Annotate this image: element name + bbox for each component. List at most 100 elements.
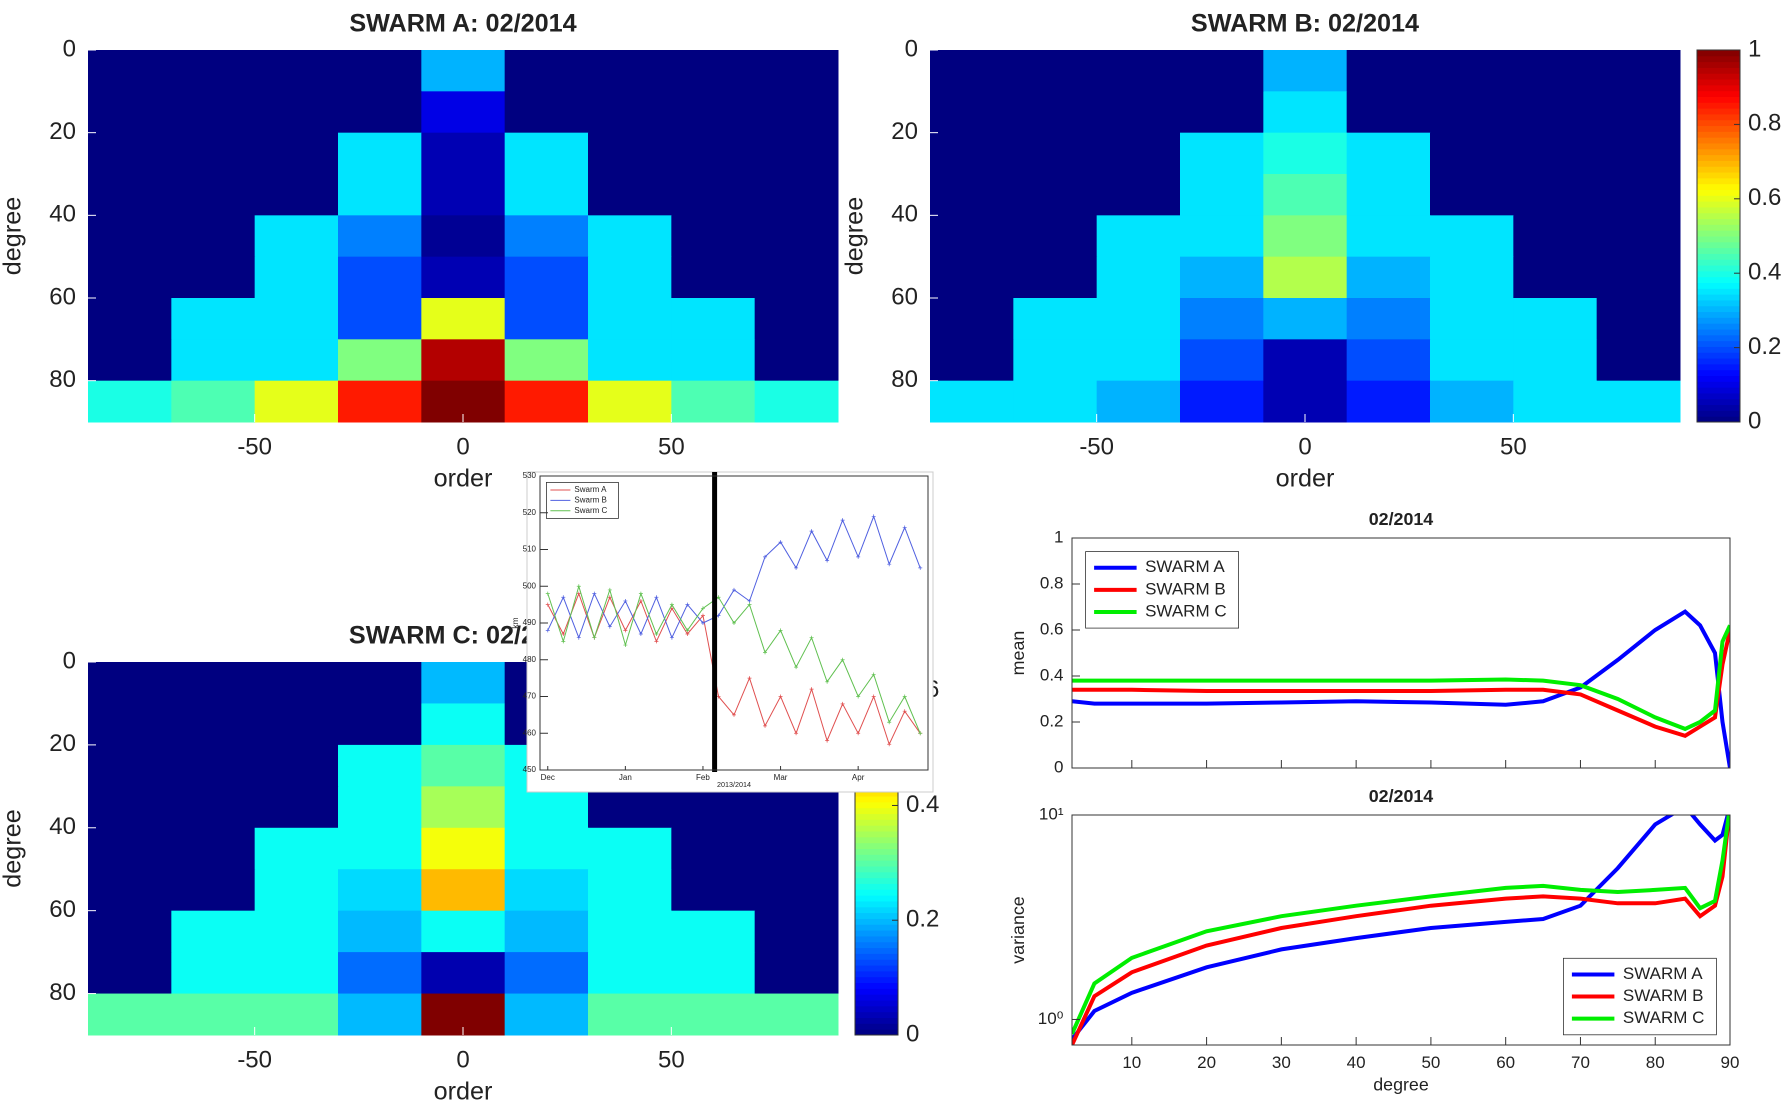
y-tick-label: 60 xyxy=(891,283,918,310)
heatmap-cell xyxy=(1513,215,1598,258)
point-marker xyxy=(840,701,845,706)
point-marker xyxy=(887,742,892,747)
heatmap-cell xyxy=(338,952,422,995)
heatmap-cell xyxy=(88,215,172,258)
y-axis-label: variance xyxy=(1008,896,1028,964)
colorbar-swatch xyxy=(1697,224,1740,231)
y-axis-label: degree xyxy=(840,197,868,275)
heatmap-cell xyxy=(254,174,339,216)
heatmap-cell xyxy=(1346,380,1431,423)
heatmap-cell xyxy=(171,744,256,787)
point-marker xyxy=(856,731,861,736)
colorbar-swatch xyxy=(855,889,898,896)
heatmap-cell xyxy=(930,50,1014,92)
colorbar-swatch xyxy=(855,895,898,902)
colorbar-swatch xyxy=(1697,352,1740,359)
x-tick-label: 0 xyxy=(1298,434,1311,461)
colorbar-swatch xyxy=(855,988,898,995)
colorbar-swatch xyxy=(1697,247,1740,254)
colorbar-swatch xyxy=(1697,90,1740,97)
y-tick-label: 510 xyxy=(523,545,537,554)
colorbar-swatch xyxy=(1697,119,1740,127)
heatmap-cell xyxy=(1596,380,1681,423)
point-marker xyxy=(607,587,612,592)
x-tick-label: Mar xyxy=(774,773,788,782)
colorbar-swatch xyxy=(855,860,898,867)
heatmap-cell xyxy=(671,298,756,340)
heatmap-cell xyxy=(930,380,1014,423)
heatmap-cell xyxy=(171,174,256,216)
heatmap-cell xyxy=(88,952,172,995)
heatmap-cell xyxy=(88,256,172,299)
heatmap-cell xyxy=(1596,298,1681,340)
x-tick-label: -50 xyxy=(237,1047,272,1074)
colorbar-swatch xyxy=(855,906,898,914)
heatmap-cell xyxy=(171,827,256,870)
heatmap-cell xyxy=(254,703,339,746)
heatmap-cell xyxy=(588,91,672,134)
point-marker xyxy=(887,720,892,725)
y-tick-label: 80 xyxy=(891,366,918,393)
point-marker xyxy=(747,602,752,607)
heatmap-cell xyxy=(1180,339,1264,382)
heatmap-cell xyxy=(1346,339,1431,382)
point-marker xyxy=(561,639,566,644)
legend-label: Swarm B xyxy=(574,496,606,505)
heatmap-cell xyxy=(930,91,1014,134)
legend-label: SWARM C xyxy=(1623,1008,1705,1027)
heatmap-cell xyxy=(754,91,839,134)
heatmap-cell xyxy=(1013,50,1098,92)
heatmap-cell xyxy=(1263,132,1348,175)
heatmap-cell xyxy=(1513,298,1598,340)
colorbar-swatch xyxy=(1697,276,1740,283)
heatmap-cell xyxy=(421,215,506,258)
point-marker xyxy=(825,679,830,684)
y-tick-label: 0.4 xyxy=(1040,665,1064,684)
colorbar-swatch xyxy=(1697,218,1740,225)
heatmap-cell xyxy=(1430,174,1514,216)
heatmap-cell xyxy=(254,827,339,870)
point-marker xyxy=(576,635,581,640)
point-marker xyxy=(592,591,597,596)
heatmap-cell xyxy=(1346,256,1431,299)
colorbar-swatch xyxy=(1697,96,1740,103)
y-axis-label: mean xyxy=(1008,631,1028,676)
x-axis-label: order xyxy=(434,464,493,492)
heatmap-cell xyxy=(754,298,839,340)
chart-panel: SWARM A SWARM B SWARM C 10 20 30 40 50 60 70 80 90 1… xyxy=(1008,786,1739,1095)
heatmap-cell xyxy=(1180,298,1264,340)
x-tick-label: -50 xyxy=(1079,434,1114,461)
heatmap-cell xyxy=(88,786,172,829)
point-marker xyxy=(778,628,783,633)
heatmap-cell xyxy=(504,993,589,1036)
colorbar-tick-label: 0.2 xyxy=(906,906,939,933)
heatmap-cell xyxy=(1596,215,1681,258)
heatmap-cell xyxy=(338,132,422,175)
heatmap-cell xyxy=(254,298,339,340)
heatmap-cell xyxy=(1430,91,1514,134)
heatmap-cell xyxy=(88,380,172,423)
legend-label: SWARM A xyxy=(1145,557,1225,576)
heatmap-cell xyxy=(671,910,756,953)
point-marker xyxy=(561,632,566,637)
point-marker xyxy=(700,613,705,618)
series-line xyxy=(1072,609,1730,768)
heatmap-cell xyxy=(930,298,1014,340)
point-marker xyxy=(638,591,643,596)
series-line xyxy=(1072,815,1730,1035)
chart-title: 02/2014 xyxy=(1369,509,1434,529)
y-tick-label: 80 xyxy=(49,366,76,393)
y-tick-label: 0.8 xyxy=(1040,573,1064,592)
colorbar-swatch xyxy=(1697,212,1740,220)
colorbar-swatch xyxy=(855,871,898,879)
heatmap-cell xyxy=(254,786,339,829)
heatmap-cell xyxy=(754,952,839,995)
heatmap-cell xyxy=(421,703,506,746)
y-tick-label: 480 xyxy=(523,655,537,664)
point-marker xyxy=(561,595,566,600)
y-tick-label: 490 xyxy=(523,618,537,627)
heatmap-cell xyxy=(754,50,839,92)
colorbar-swatch xyxy=(1697,259,1740,266)
heatmap-cell xyxy=(754,869,839,912)
y-axis-label: km xyxy=(510,617,520,628)
